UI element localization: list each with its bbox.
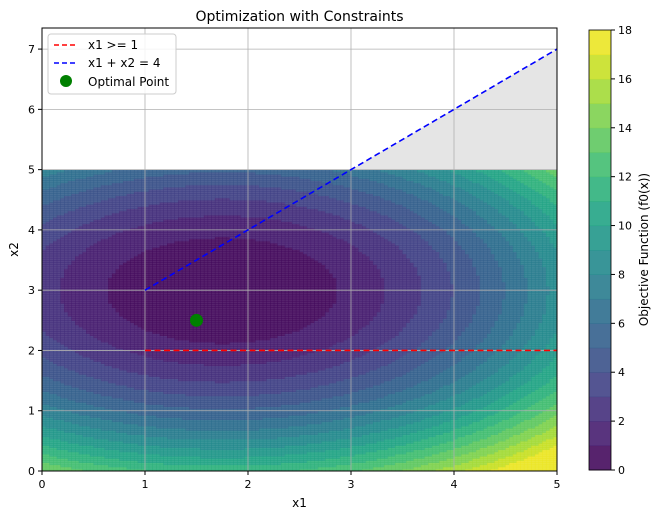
- x-tick-label: 1: [142, 478, 149, 491]
- colorbar-segment: [589, 299, 611, 324]
- colorbar-tick-label: 18: [618, 24, 632, 37]
- colorbar-tick-label: 10: [618, 220, 632, 233]
- colorbar-segment: [589, 274, 611, 299]
- y-tick-label: 1: [28, 405, 35, 418]
- x-axis: 0 1 2 3 4 5: [39, 471, 561, 491]
- x-tick-label: 2: [245, 478, 252, 491]
- colorbar-tick-label: 12: [618, 171, 632, 184]
- colorbar-label: Objective Function (f0(x)): [637, 173, 651, 326]
- colorbar-tick-label: 4: [618, 366, 625, 379]
- colorbar-segment: [589, 397, 611, 422]
- x-tick-label: 3: [348, 478, 355, 491]
- colorbar-segment: [589, 348, 611, 373]
- colorbar-segment: [589, 446, 611, 471]
- y-axis-label: x2: [7, 242, 21, 257]
- colorbar-segment: [589, 323, 611, 348]
- legend-label-constraint-2: x1 + x2 = 4: [88, 56, 160, 70]
- colorbar-segment: [589, 128, 611, 153]
- optimal-point-marker: [190, 314, 203, 327]
- legend-label-constraint-1: x1 >= 1: [88, 38, 138, 52]
- x-tick-label: 5: [554, 478, 561, 491]
- colorbar-segment: [589, 54, 611, 79]
- contour-layer: [42, 170, 558, 472]
- colorbar-tick-label: 0: [618, 464, 625, 477]
- colorbar-segment: [589, 152, 611, 177]
- legend-label-optimal-point: Optimal Point: [88, 75, 169, 89]
- y-tick-label: 3: [28, 284, 35, 297]
- colorbar-tick-label: 16: [618, 73, 632, 86]
- chart-title: Optimization with Constraints: [195, 9, 403, 25]
- x-tick-label: 4: [451, 478, 458, 491]
- colorbar-tick-label: 6: [618, 317, 625, 330]
- colorbar-segment: [589, 226, 611, 251]
- colorbar-segment: [589, 177, 611, 202]
- y-tick-label: 7: [28, 43, 35, 56]
- colorbar-axis: 0 2 4 6 8 10 12 14 16 18: [611, 24, 632, 477]
- y-tick-label: 2: [28, 344, 35, 357]
- colorbar-tick-label: 8: [618, 268, 625, 281]
- colorbar-tick-label: 14: [618, 122, 632, 135]
- colorbar-tick-label: 2: [618, 415, 625, 428]
- colorbar-segment: [589, 421, 611, 446]
- colorbar-segment: [589, 250, 611, 275]
- y-tick-label: 0: [28, 465, 35, 478]
- y-tick-label: 5: [28, 164, 35, 177]
- x-tick-label: 0: [39, 478, 46, 491]
- colorbar-segment: [589, 201, 611, 226]
- colorbar-segment: [589, 103, 611, 128]
- y-axis: 0 1 2 3 4 5 6 7: [28, 43, 42, 478]
- colorbar-segment: [589, 79, 611, 104]
- y-tick-label: 6: [28, 103, 35, 116]
- x-axis-label: x1: [292, 496, 307, 510]
- legend: x1 >= 1 x1 + x2 = 4 Optimal Point: [48, 34, 176, 94]
- colorbar-segment: [589, 372, 611, 397]
- legend-marker-optimal-point: [60, 75, 72, 87]
- colorbar: [589, 30, 611, 471]
- colorbar-segment: [589, 30, 611, 55]
- y-tick-label: 4: [28, 224, 35, 237]
